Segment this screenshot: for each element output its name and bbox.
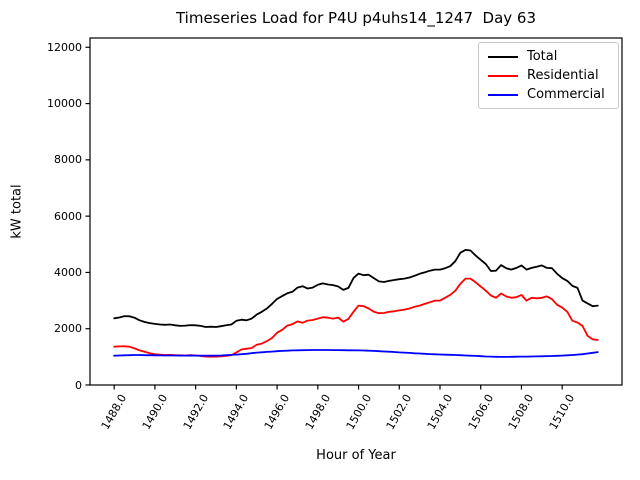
- y-tick-label: 12000: [47, 40, 82, 54]
- residential-line: [113, 277, 599, 358]
- y-tick-label: 2000: [54, 322, 82, 336]
- series-lines: [113, 248, 599, 358]
- y-tick-label: 8000: [54, 153, 82, 167]
- legend-item-total: Total: [479, 47, 618, 66]
- y-tick-label: 6000: [54, 209, 82, 223]
- residential-line-icon: [488, 74, 518, 77]
- legend-label-total: Total: [527, 49, 558, 64]
- x-axis-label: Hour of Year: [316, 448, 396, 463]
- legend: Total Residential Commercial: [478, 42, 619, 109]
- total-line: [113, 248, 599, 328]
- y-tick-label: 4000: [54, 265, 82, 279]
- legend-item-commercial: Commercial: [479, 85, 618, 104]
- tick-marks: [85, 46, 563, 390]
- commercial-line-icon: [488, 93, 518, 96]
- commercial-line: [113, 349, 599, 358]
- chart-title: Timeseries Load for P4U p4uhs14_1247 Day…: [175, 9, 537, 27]
- legend-item-residential: Residential: [479, 66, 618, 85]
- y-tick-label: 10000: [47, 97, 82, 111]
- total-line-icon: [488, 55, 518, 58]
- y-tick-label: 0: [75, 378, 82, 392]
- y-axis-label: kW total: [9, 184, 25, 239]
- axes-frame: [89, 37, 623, 386]
- legend-label-commercial: Commercial: [527, 87, 605, 102]
- legend-label-residential: Residential: [527, 68, 599, 83]
